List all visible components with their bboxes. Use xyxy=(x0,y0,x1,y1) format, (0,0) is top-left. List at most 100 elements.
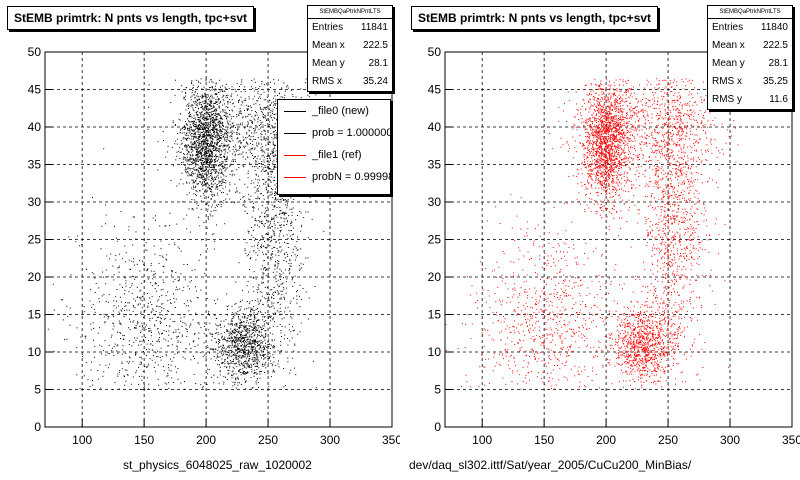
scatter-point xyxy=(294,343,296,345)
scatter-point xyxy=(235,387,237,389)
scatter-point xyxy=(197,80,199,82)
scatter-point xyxy=(219,101,221,103)
scatter-point xyxy=(205,189,207,191)
scatter-point xyxy=(258,319,260,321)
scatter-point xyxy=(204,182,206,184)
scatter-point xyxy=(199,146,201,148)
scatter-point xyxy=(267,115,269,116)
scatter-point xyxy=(228,370,230,371)
scatter-point xyxy=(176,337,178,339)
scatter-point xyxy=(201,148,203,150)
scatter-point xyxy=(196,114,198,115)
scatter-point xyxy=(274,166,276,168)
scatter-point xyxy=(185,123,187,125)
scatter-point xyxy=(82,356,84,358)
scatter-point xyxy=(294,367,295,369)
scatter-point xyxy=(239,147,241,149)
scatter-point xyxy=(247,354,248,356)
scatter-point xyxy=(283,217,285,219)
scatter-point xyxy=(129,357,131,359)
scatter-point xyxy=(283,220,285,222)
scatter-point xyxy=(193,94,195,96)
scatter-point xyxy=(229,165,231,167)
scatter-point xyxy=(209,314,211,316)
scatter-point xyxy=(219,371,221,373)
scatter-point xyxy=(268,178,270,180)
scatter-point xyxy=(260,108,261,110)
scatter-point xyxy=(148,383,150,385)
scatter-point xyxy=(239,323,241,325)
scatter-point xyxy=(192,133,194,135)
scatter-point xyxy=(199,160,201,161)
scatter-point xyxy=(275,100,277,102)
scatter-point xyxy=(187,138,189,139)
scatter-point xyxy=(199,168,201,169)
scatter-point xyxy=(197,118,199,120)
scatter-point xyxy=(238,330,240,332)
scatter-point xyxy=(238,327,240,329)
scatter-point xyxy=(260,300,261,302)
scatter-point xyxy=(240,340,241,342)
scatter-point xyxy=(239,382,240,384)
scatter-point xyxy=(140,297,142,299)
scatter-point xyxy=(196,290,197,292)
scatter-point xyxy=(162,332,163,334)
scatter-point xyxy=(207,170,209,172)
scatter-point xyxy=(215,156,217,157)
scatter-point xyxy=(189,168,191,169)
scatter-point xyxy=(210,124,212,126)
scatter-point xyxy=(265,189,267,191)
scatter-point xyxy=(266,214,268,216)
scatter-point xyxy=(151,340,153,342)
scatter-point xyxy=(177,280,179,282)
scatter-point xyxy=(219,370,221,372)
scatter-point xyxy=(248,336,250,338)
scatter-point xyxy=(248,360,250,362)
scatter-point xyxy=(167,372,169,374)
scatter-point xyxy=(253,156,255,158)
scatter-point xyxy=(253,315,255,317)
scatter-point xyxy=(215,359,217,361)
scatter-point xyxy=(253,327,254,329)
scatter-point xyxy=(256,100,258,102)
scatter-point xyxy=(192,135,194,137)
scatter-point xyxy=(265,166,267,168)
scatter-point xyxy=(274,137,276,139)
scatter-point xyxy=(179,332,181,334)
scatter-point xyxy=(287,203,288,205)
scatter-point xyxy=(294,254,296,256)
scatter-point xyxy=(235,349,237,351)
scatter-point xyxy=(276,271,278,273)
scatter-point xyxy=(272,163,274,165)
scatter-point xyxy=(267,155,269,157)
scatter-point xyxy=(186,156,188,158)
scatter-point xyxy=(264,130,266,132)
scatter-point xyxy=(228,144,230,146)
scatter-point xyxy=(184,322,186,324)
scatter-point xyxy=(229,365,231,367)
scatter-point xyxy=(253,348,255,350)
scatter-point xyxy=(86,268,87,270)
scatter-point xyxy=(97,378,99,380)
scatter-point xyxy=(242,326,244,328)
scatter-point xyxy=(206,187,208,189)
scatter-point xyxy=(246,339,248,341)
scatter-point xyxy=(101,345,103,347)
scatter-point xyxy=(280,330,282,331)
scatter-point xyxy=(280,311,282,312)
scatter-point xyxy=(201,176,203,178)
scatter-point xyxy=(227,323,229,325)
scatter-point xyxy=(246,330,248,332)
scatter-point xyxy=(223,143,225,145)
scatter-point xyxy=(258,327,260,329)
scatter-point xyxy=(256,357,258,359)
scatter-point xyxy=(202,136,204,138)
scatter-point xyxy=(211,141,213,143)
scatter-point xyxy=(174,125,176,126)
scatter-point xyxy=(68,236,70,238)
scatter-point xyxy=(245,349,247,351)
scatter-point xyxy=(204,118,206,119)
scatter-point xyxy=(222,125,224,127)
scatter-point xyxy=(154,253,156,255)
scatter-point xyxy=(280,332,282,334)
